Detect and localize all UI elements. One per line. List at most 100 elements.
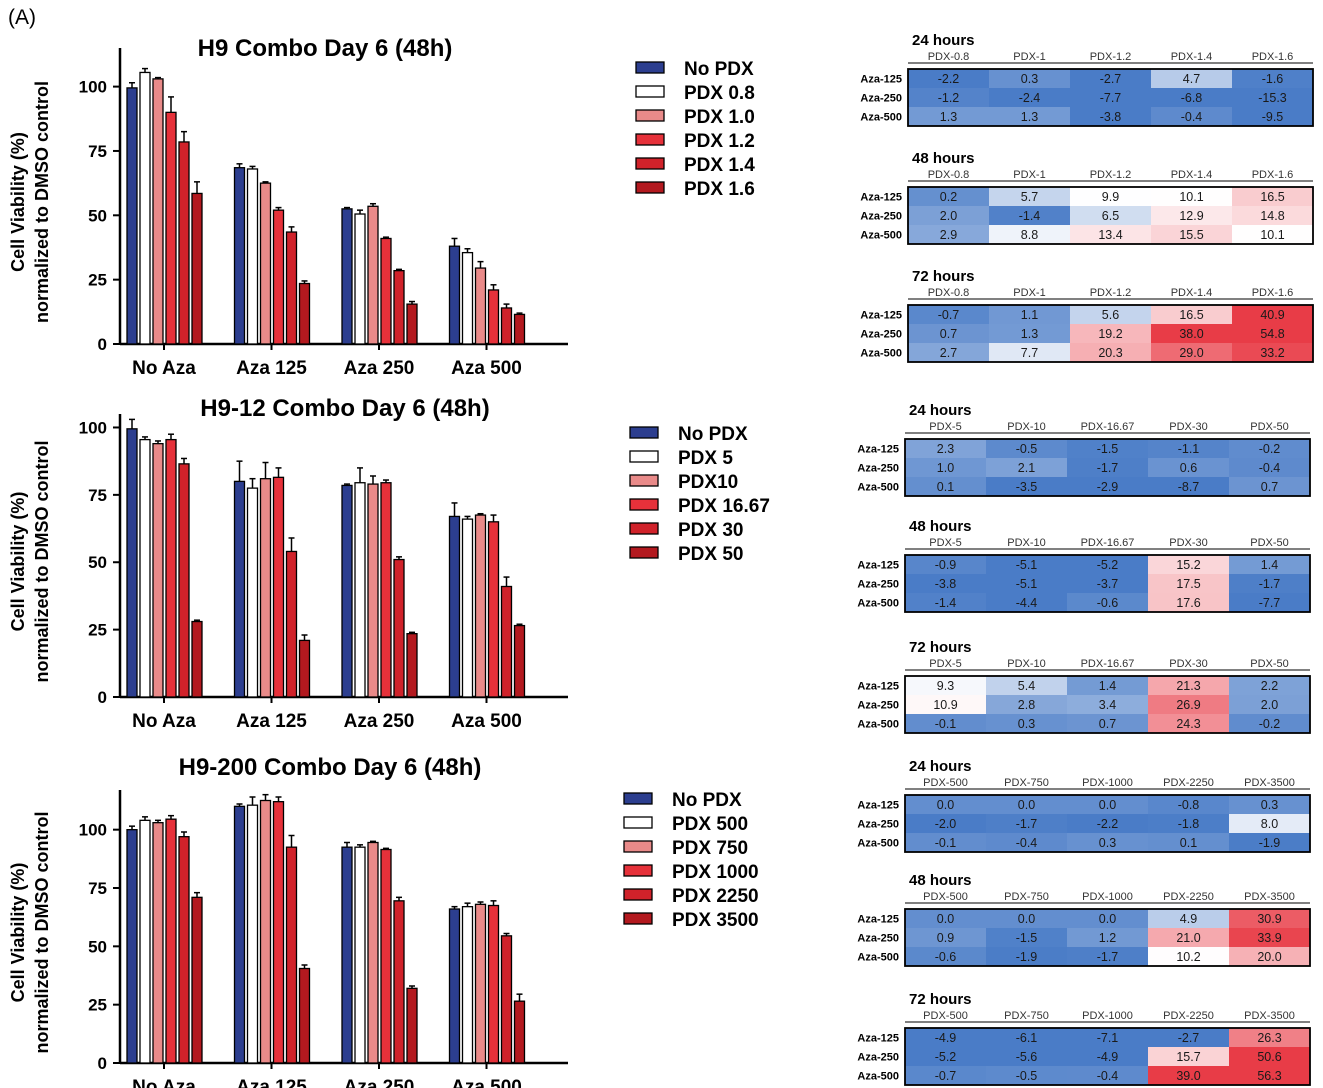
bar xyxy=(259,799,272,1064)
heatmap-value: 9.9 xyxy=(1102,190,1119,204)
heatmap-col-label: PDX-1000 xyxy=(1082,1010,1133,1022)
heatmap-col-label: PDX-750 xyxy=(1004,777,1049,789)
bar xyxy=(487,289,500,345)
y-tick-label: 50 xyxy=(88,937,107,956)
heatmap-value: -1.7 xyxy=(1259,577,1281,591)
bar xyxy=(178,141,190,345)
x-tick-label: No Aza xyxy=(132,711,196,732)
bar xyxy=(500,935,513,1064)
heatmap-value: 50.6 xyxy=(1257,1050,1281,1064)
bar xyxy=(500,307,513,345)
legend-label: PDX 1.0 xyxy=(684,107,755,128)
heatmap-cell xyxy=(905,555,986,574)
heatmap-value: -4.4 xyxy=(1016,596,1038,610)
heatmap-value: 14.8 xyxy=(1260,209,1284,223)
bar xyxy=(474,903,487,1064)
heatmap-value: 5.6 xyxy=(1102,308,1119,322)
heatmap-cell xyxy=(1148,477,1229,496)
heatmap-cell xyxy=(1229,947,1310,966)
heatmap-col-label: PDX-1.2 xyxy=(1090,169,1132,181)
heatmap-value: -5.1 xyxy=(1016,558,1038,572)
heatmap-value: 0.7 xyxy=(940,327,957,341)
heatmap-cell xyxy=(1232,107,1313,126)
bar xyxy=(178,463,190,698)
bar xyxy=(461,906,474,1064)
heatmap-value: 0.0 xyxy=(1018,798,1035,812)
heatmap-value: 16.5 xyxy=(1260,190,1284,204)
heatmap-cell xyxy=(905,833,986,852)
heatmap-cell xyxy=(1229,676,1310,695)
heatmap-cell xyxy=(1151,69,1232,88)
heatmap-value: 20.3 xyxy=(1098,346,1122,360)
heatmap-value: -3.5 xyxy=(1016,480,1038,494)
heatmap-row-label: Aza-125 xyxy=(860,310,902,322)
y-axis-label: normalized to DMSO control xyxy=(32,811,52,1053)
heatmap-cell xyxy=(905,814,986,833)
y-tick-label: 75 xyxy=(88,142,107,161)
heatmap-col-label: PDX-0.8 xyxy=(928,287,970,299)
heatmap-cell xyxy=(905,1047,986,1066)
heatmap-value: 20.0 xyxy=(1257,950,1281,964)
heatmap-value: -2.7 xyxy=(1100,72,1122,86)
bar xyxy=(233,805,246,1064)
heatmap-col-label: PDX-3500 xyxy=(1244,891,1295,903)
legend-label: PDX 16.67 xyxy=(678,496,770,517)
bar xyxy=(487,521,500,698)
heatmap-title: 48 hours xyxy=(909,518,972,535)
bar xyxy=(191,896,203,1064)
heatmap-cell xyxy=(986,676,1067,695)
heatmap-value: 15.2 xyxy=(1176,558,1200,572)
legend-swatch xyxy=(629,474,659,487)
heatmap-value: -0.6 xyxy=(935,950,957,964)
heatmap-cell xyxy=(1067,1028,1148,1047)
heatmap-cell xyxy=(905,477,986,496)
heatmap-cell xyxy=(1070,324,1151,343)
legend-swatch xyxy=(629,522,659,535)
heatmap-value: -0.1 xyxy=(935,836,957,850)
heatmap-cell xyxy=(986,477,1067,496)
legend-swatch xyxy=(635,85,665,98)
heatmap-5: 48 hours PDX-5 PDX-10 PDX-16.67 PDX-30 PDX-50… xyxy=(857,518,1311,613)
chart-title: H9 Combo Day 6 (48h) xyxy=(198,35,453,62)
heatmap-cell xyxy=(1229,795,1310,814)
heatmap-value: -9.5 xyxy=(1262,110,1284,124)
heatmap-row-label: Aza-500 xyxy=(857,719,899,731)
bar xyxy=(448,245,461,345)
bar xyxy=(165,818,177,1064)
heatmap-row-label: Aza-250 xyxy=(860,211,902,223)
bar xyxy=(406,633,418,698)
heatmap-title: 72 hours xyxy=(912,268,975,285)
heatmap-cell xyxy=(986,928,1067,947)
bar xyxy=(393,269,405,345)
heatmap-row-label: Aza-125 xyxy=(857,681,899,693)
heatmap-cell xyxy=(989,225,1070,244)
heatmap-value: 4.9 xyxy=(1180,912,1197,926)
heatmap-cell xyxy=(1148,676,1229,695)
bar xyxy=(448,908,461,1064)
heatmap-cell xyxy=(1229,477,1310,496)
bar xyxy=(380,848,392,1064)
heatmap-value: 10.2 xyxy=(1176,950,1200,964)
bar xyxy=(298,639,311,698)
heatmap-row-label: Aza-125 xyxy=(857,800,899,812)
heatmap-1: 24 hours PDX-0.8 PDX-1 PDX-1.2 PDX-1.4 PDX-1.… xyxy=(860,32,1314,127)
heatmap-cell xyxy=(1070,187,1151,206)
heatmap-cell xyxy=(905,676,986,695)
heatmap-value: 10.1 xyxy=(1179,190,1203,204)
heatmap-cell xyxy=(1067,833,1148,852)
heatmap-cell xyxy=(989,324,1070,343)
bar xyxy=(139,819,151,1064)
heatmap-value: 9.3 xyxy=(937,679,954,693)
heatmap-value: 17.5 xyxy=(1176,577,1200,591)
heatmap-value: -4.9 xyxy=(1097,1050,1119,1064)
heatmap-cell xyxy=(1070,343,1151,362)
y-axis-label: Cell Viability (%) xyxy=(8,132,28,272)
heatmap-value: -1.6 xyxy=(1262,72,1284,86)
legend-swatch xyxy=(623,888,653,901)
legend-swatch xyxy=(629,498,659,511)
bar xyxy=(152,78,164,345)
heatmap-value: 12.9 xyxy=(1179,209,1203,223)
heatmap-col-label: PDX-50 xyxy=(1250,658,1289,670)
heatmap-cell xyxy=(1148,909,1229,928)
chart-title: H9-12 Combo Day 6 (48h) xyxy=(200,395,489,422)
